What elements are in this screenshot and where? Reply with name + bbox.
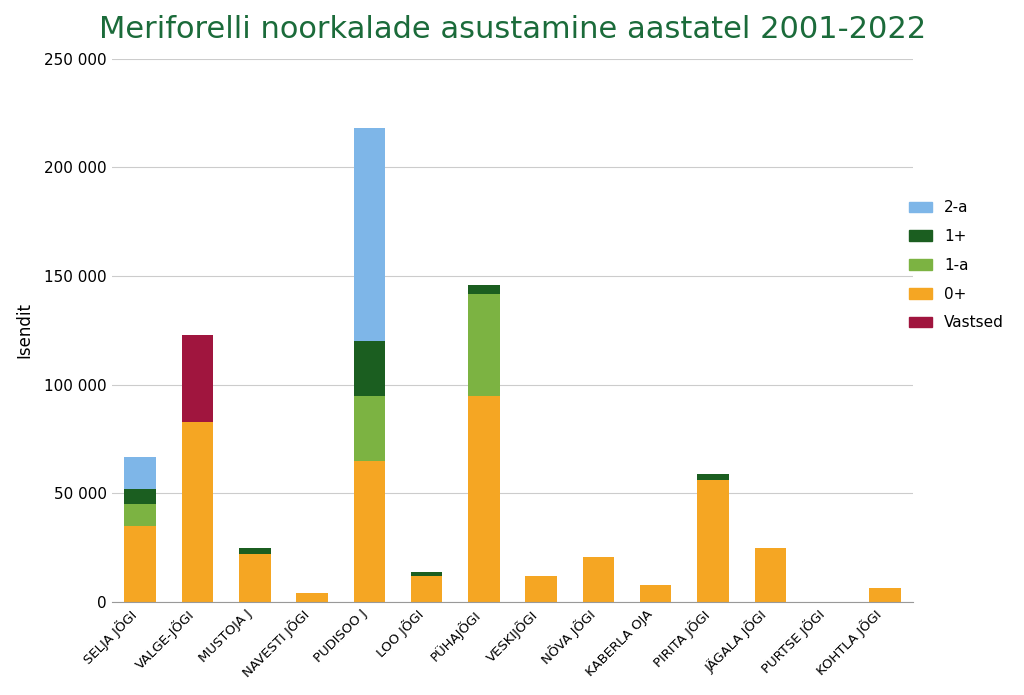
Bar — [239, 548, 270, 555]
Bar — [125, 457, 156, 489]
Bar — [525, 576, 557, 602]
Y-axis label: Isendit: Isendit — [15, 302, 33, 359]
Bar — [468, 395, 500, 602]
Bar — [239, 555, 270, 602]
Bar — [125, 489, 156, 505]
Bar — [353, 129, 385, 341]
Bar — [296, 594, 328, 602]
Bar — [640, 584, 672, 602]
Bar — [353, 395, 385, 461]
Bar — [869, 588, 900, 602]
Bar — [583, 557, 614, 602]
Bar — [125, 505, 156, 526]
Bar — [697, 480, 729, 602]
Bar — [697, 474, 729, 480]
Bar — [468, 285, 500, 293]
Bar — [182, 335, 213, 422]
Bar — [411, 572, 442, 576]
Legend: 2-a, 1+, 1-a, 0+, Vastsed: 2-a, 1+, 1-a, 0+, Vastsed — [903, 194, 1010, 336]
Bar — [353, 341, 385, 395]
Bar — [755, 548, 786, 602]
Bar — [468, 293, 500, 395]
Bar — [411, 576, 442, 602]
Title: Meriforelli noorkalade asustamine aastatel 2001-2022: Meriforelli noorkalade asustamine aastat… — [99, 15, 926, 44]
Bar — [125, 526, 156, 602]
Bar — [182, 422, 213, 602]
Bar — [353, 461, 385, 602]
